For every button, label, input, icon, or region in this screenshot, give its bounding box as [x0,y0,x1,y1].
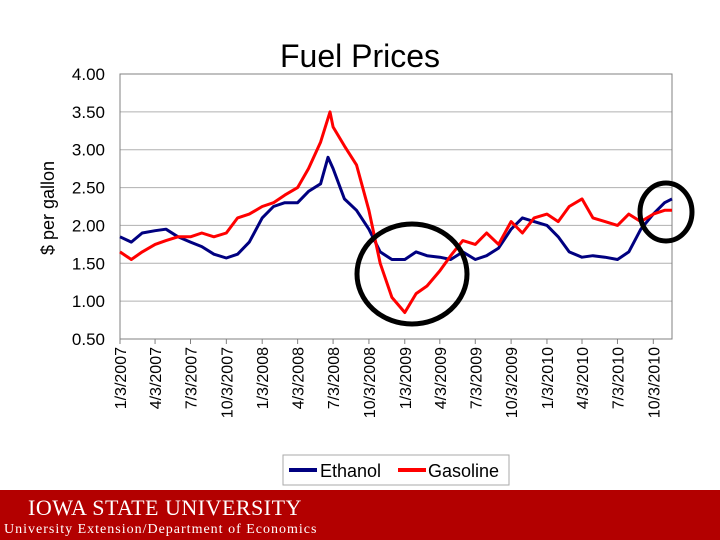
series-line-ethanol [119,155,673,261]
x-tick-label: 1/3/2009 [398,347,415,409]
y-tick-label: 3.00 [72,141,105,160]
y-tick-label: 1.00 [72,292,105,311]
y-tick-label: 2.50 [72,179,105,198]
legend-gasoline-label: Gasoline [428,461,499,481]
y-tick-label: 4.00 [72,65,105,84]
legend: Ethanol Gasoline [282,454,510,486]
highlight-circle-2010 [637,180,695,244]
x-tick-label: 10/3/2008 [362,347,379,418]
x-tick-label: 1/3/2007 [113,347,130,409]
series-line-gasoline [119,110,672,314]
footer-subtitle: University Extension/Department of Econo… [4,522,318,537]
x-tick-label: 10/3/2007 [219,347,236,418]
x-tick-label: 4/3/2007 [148,347,165,409]
x-tick-label: 7/3/2007 [184,347,201,409]
x-tick-label: 7/3/2009 [468,347,485,409]
y-tick-label: 0.50 [72,330,105,349]
x-tick-label: 4/3/2008 [291,347,308,409]
x-tick-label: 7/3/2008 [326,347,343,409]
legend-ethanol-label: Ethanol [320,461,381,481]
x-tick-label: 10/3/2010 [646,347,663,418]
x-tick-label: 1/3/2010 [540,347,557,409]
y-tick-label: 2.00 [72,216,105,235]
x-tick-label: 4/3/2009 [433,347,450,409]
chart-title: Fuel Prices [279,38,441,74]
y-axis-label: $ per gallon [38,161,58,255]
x-tick-label: 1/3/2008 [255,347,272,409]
y-tick-label: 1.50 [72,254,105,273]
footer-banner: IOWA STATE UNIVERSITY University Extensi… [0,490,720,540]
x-tick-label: 7/3/2010 [610,347,627,409]
x-tick-label: 4/3/2010 [575,347,592,409]
university-logo: IOWA STATE UNIVERSITY [28,495,302,520]
y-tick-label: 3.50 [72,103,105,122]
legend-box [282,454,510,486]
highlight-circle-2009 [354,221,470,327]
plot-border [119,73,673,340]
x-tick-label: 10/3/2009 [504,347,521,418]
